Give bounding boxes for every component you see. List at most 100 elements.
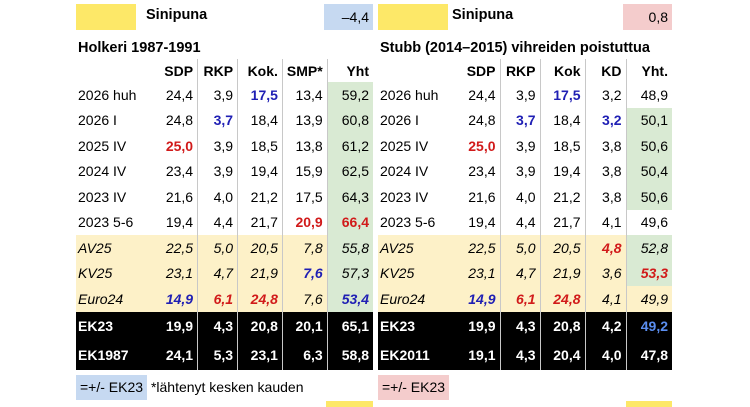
table-cell: 24,4 — [468, 86, 496, 103]
table-cell: 21,9 — [237, 260, 283, 286]
table-cell: 24,4 — [165, 86, 194, 103]
table-cell: 3,8 — [584, 184, 626, 210]
table-cell: 58,8 — [326, 340, 373, 370]
table-cell: 22,5 — [455, 235, 500, 261]
table-cell: 20,4 — [539, 340, 585, 370]
table-row: Euro24 14,9 6,1 24,8 7,6 53,4 — [76, 286, 373, 312]
table-cell: 13,8 — [281, 133, 328, 159]
table-cell: 21,7 — [539, 209, 585, 235]
table-cell: 3,2 — [584, 107, 626, 133]
right-legend: =+/- EK23 — [378, 375, 450, 400]
table-cell: 50,6 — [625, 133, 672, 159]
right-table: SDP RKP Kok KD Yht. 2026 huh 24,4 3,9 17,5 3,2 48… — [378, 59, 672, 370]
left-summary-bar: Sinipuna –4,4 — [76, 0, 373, 32]
right-panel: Sinipuna 0,8 Stubb (2014–2015) vihreiden… — [378, 0, 672, 370]
table-row: 2024 IV 23,4 3,9 19,4 15,9 62,5 — [76, 158, 373, 184]
table-cell: 21,2 — [237, 184, 283, 210]
column-header: RKP — [499, 59, 540, 82]
table-cell: 24,1 — [149, 340, 198, 370]
table-cell: 55,8 — [326, 235, 373, 261]
right-legend-box: =+/- EK23 — [378, 375, 450, 400]
table-cell: 14,9 — [149, 286, 198, 312]
table-row: 2024 IV 23,4 3,9 19,4 3,8 50,4 — [378, 158, 672, 184]
table-row: 2023 IV 21,6 4,0 21,2 3,8 50,6 — [378, 184, 672, 210]
table-cell: 7,6 — [281, 260, 328, 286]
row-label: AV25 — [76, 235, 150, 261]
row-label: AV25 — [378, 235, 455, 261]
table-cell: 60,8 — [326, 107, 373, 133]
table-cell: 59,2 — [326, 82, 373, 108]
table-cell: 61,2 — [326, 133, 373, 159]
table-cell: 24,8 — [237, 286, 283, 312]
left-legend-note: *lähtenyt kesken kauden — [150, 379, 304, 395]
header-blank — [378, 59, 455, 82]
table-cell: 20,1 — [281, 311, 328, 341]
table-cell: 4,4 — [499, 209, 540, 235]
table-cell: 3,9 — [499, 82, 540, 108]
row-label: 2026 huh — [78, 86, 137, 103]
row-label: 2024 IV — [380, 163, 429, 180]
table-cell: 23,4 — [468, 163, 496, 180]
table-row: 2023 5-6 19,4 4,4 21,7 20,9 66,4 — [76, 209, 373, 235]
table-row: EK23 19,9 4,3 20,8 20,1 65,1 — [76, 311, 373, 341]
table-cell: 50,6 — [625, 184, 672, 210]
table-row: KV25 23,1 4,7 21,9 7,6 57,3 — [76, 260, 373, 286]
table-cell: 13,9 — [281, 107, 328, 133]
table-cell: 47,8 — [625, 340, 672, 370]
table-cell: 22,5 — [149, 235, 198, 261]
row-label: 2024 IV — [78, 163, 127, 180]
row-label: 2023 5-6 — [380, 214, 436, 231]
table-cell: 24,8 — [539, 286, 585, 312]
row-label: 2025 IV — [78, 137, 127, 154]
yellow-swatch — [76, 4, 136, 30]
table-cell: 17,5 — [539, 82, 585, 108]
right-coalition-label: Sinipuna — [452, 7, 514, 23]
table-cell: 23,1 — [455, 260, 500, 286]
right-change-value: 0,8 — [623, 4, 672, 30]
yellow-swatch — [378, 4, 448, 30]
row-label: EK23 — [378, 311, 455, 341]
column-header: Yht — [326, 59, 373, 82]
right-header-row: SDP RKP Kok KD Yht. — [378, 59, 672, 82]
table-cell: 18,5 — [539, 133, 585, 159]
table-cell: 19,9 — [149, 311, 198, 341]
row-label: 2023 5-6 — [78, 214, 134, 231]
table-cell: 3,9 — [197, 133, 238, 159]
table-cell: 64,3 — [326, 184, 373, 210]
table-cell: 20,5 — [237, 235, 283, 261]
table-cell: 4,2 — [584, 311, 626, 341]
table-cell: 19,9 — [455, 311, 500, 341]
table-row: 2026 I 24,8 3,7 18,4 3,2 50,1 — [378, 107, 672, 133]
table-cell: 19,4 — [165, 214, 194, 231]
table-cell: 4,7 — [499, 260, 540, 286]
table-row: 2026 I 24,8 3,7 18,4 13,9 60,8 — [76, 107, 373, 133]
column-header: KD — [584, 59, 626, 82]
table-cell: 5,3 — [197, 340, 238, 370]
table-row: EK2011 19,1 4,3 20,4 4,0 47,8 — [378, 340, 672, 370]
table-cell: 21,9 — [539, 260, 585, 286]
column-header: SDP — [164, 62, 194, 79]
row-label: KV25 — [76, 260, 150, 286]
table-row: 2025 IV 25,0 3,9 18,5 3,8 50,6 — [378, 133, 672, 159]
row-label: 2026 I — [78, 112, 117, 129]
right-table-title: Stubb (2014–2015) vihreiden poistuttua — [380, 40, 650, 56]
left-legend-box: =+/- EK23 — [76, 375, 148, 400]
table-cell: 4,3 — [499, 311, 540, 341]
table-cell: 25,0 — [165, 137, 194, 154]
table-cell: 65,1 — [326, 311, 373, 341]
table-cell: 4,0 — [499, 184, 540, 210]
table-cell: 4,7 — [197, 260, 238, 286]
table-cell: 5,0 — [197, 235, 238, 261]
table-cell: 23,4 — [165, 163, 194, 180]
table-cell: 50,1 — [625, 107, 672, 133]
table-cell: 53,4 — [326, 286, 373, 312]
table-cell: 19,4 — [237, 158, 283, 184]
table-row: Euro24 14,9 6,1 24,8 4,1 49,9 — [378, 286, 672, 312]
row-label: Euro24 — [76, 286, 150, 312]
table-row: AV25 22,5 5,0 20,5 7,8 55,8 — [76, 235, 373, 261]
table-row: 2026 huh 24,4 3,9 17,5 3,2 48,9 — [378, 82, 672, 108]
table-cell: 3,8 — [584, 158, 626, 184]
table-cell: 3,7 — [197, 107, 238, 133]
table-cell: 7,6 — [281, 286, 328, 312]
table-cell: 4,1 — [584, 209, 626, 235]
